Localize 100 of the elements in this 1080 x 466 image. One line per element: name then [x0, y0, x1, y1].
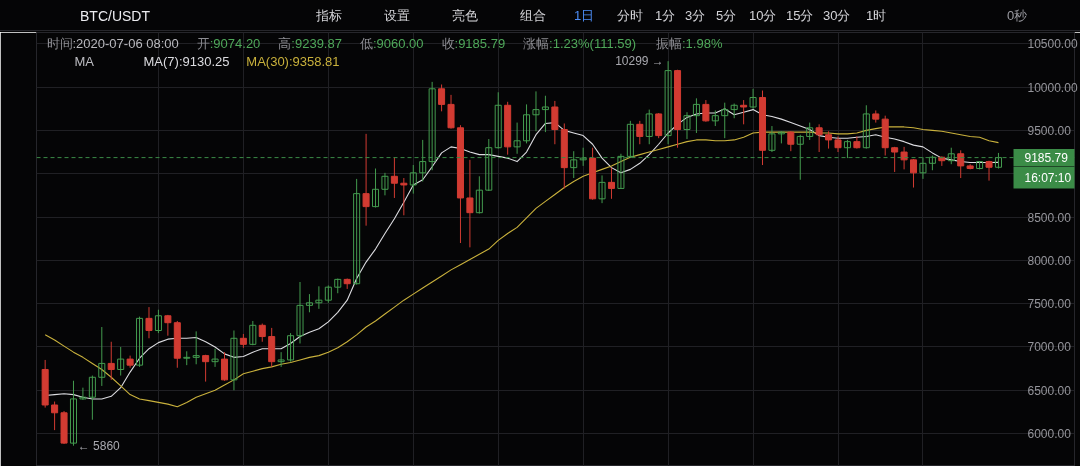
candlestick	[438, 83, 446, 112]
candlestick	[532, 90, 540, 132]
candlestick	[192, 330, 200, 365]
candlestick	[409, 164, 417, 195]
candlestick	[69, 380, 77, 447]
y-tick-label: 7500.00	[1027, 297, 1072, 312]
y-tick-label: 10500.00	[1027, 37, 1078, 52]
candlestick	[749, 88, 757, 110]
y-tick-label: 8500.00	[1027, 210, 1072, 225]
candlestick	[579, 147, 587, 167]
candlestick	[957, 149, 965, 179]
candlestick	[843, 139, 851, 159]
text: 1日	[574, 8, 595, 24]
candlestick	[900, 146, 908, 170]
candlestick	[494, 91, 502, 150]
candlestick	[485, 138, 493, 192]
text: MA(30):9358.81	[246, 54, 340, 69]
candlestick	[862, 104, 870, 150]
annotation: 10299 →	[615, 54, 664, 69]
candlestick	[419, 139, 427, 182]
candlestick	[277, 351, 285, 368]
candlestick	[664, 60, 672, 145]
candlestick	[220, 351, 229, 382]
annotation: MA	[74, 54, 95, 69]
candlestick	[296, 281, 304, 344]
chart-title: BTC/USDT	[80, 8, 150, 24]
candlestick	[702, 99, 710, 123]
candlestick	[513, 122, 521, 155]
candlestick	[655, 112, 663, 139]
y-tick-label: 6500.00	[1027, 383, 1072, 398]
candlestick	[626, 120, 634, 159]
candlestick	[249, 320, 257, 346]
candlestick	[287, 332, 295, 363]
annotation: ← 5860	[77, 438, 121, 453]
candlestick	[570, 150, 578, 179]
candlestick	[211, 348, 219, 368]
text: 9185.79	[1024, 151, 1069, 166]
candlestick	[475, 175, 483, 215]
candlestick	[400, 177, 408, 216]
candlestick	[768, 125, 776, 153]
candlestick	[315, 285, 323, 310]
candlestick	[815, 123, 823, 153]
candlestick	[305, 293, 313, 313]
y-tick-label: 7000.00	[1027, 340, 1072, 355]
text: 1分	[655, 8, 676, 24]
candlestick	[145, 306, 153, 339]
text: 0秒	[1007, 8, 1028, 24]
candlestick	[136, 316, 144, 368]
candlestick	[202, 354, 210, 383]
text: 1时	[866, 8, 887, 24]
candlestick	[636, 120, 644, 145]
candlestick	[88, 375, 96, 421]
candlestick	[372, 168, 380, 208]
candlestick	[381, 172, 389, 196]
candlestick	[353, 178, 361, 286]
candlestick	[107, 341, 115, 381]
text: 30分	[823, 8, 851, 24]
text: 16:07:10	[1024, 170, 1072, 185]
text: 设置	[384, 8, 410, 24]
candlestick	[541, 95, 549, 133]
candlestick	[258, 323, 266, 343]
candlestick	[683, 111, 691, 140]
candlestick	[617, 153, 625, 189]
candlestick	[324, 284, 332, 304]
y-tick-label: 10000.00	[1027, 80, 1078, 95]
candlestick	[645, 109, 653, 145]
candlestick	[390, 156, 398, 199]
candlestick	[853, 135, 861, 150]
candlestick	[721, 102, 729, 139]
candlestick	[230, 330, 238, 391]
candlestick	[51, 401, 59, 431]
candlestick	[919, 156, 927, 180]
text: 分时	[617, 8, 643, 24]
candlestick	[428, 81, 436, 171]
candlestick	[891, 146, 899, 173]
y-tick-label: 9500.00	[1027, 123, 1072, 138]
candlestick	[447, 94, 455, 130]
candlestick	[598, 174, 606, 204]
text: 组合	[520, 8, 546, 24]
candlestick	[154, 309, 162, 334]
candlestick	[787, 130, 795, 152]
text: 5分	[716, 8, 737, 24]
candlestick	[910, 158, 918, 189]
text: 时间:2020-07-06 08:00 开:9074.20 高:9239.87 低:9060.00 收:9185.79 涨幅:1.23%(111.59) 振幅:1.98%	[46, 36, 723, 51]
candlestick	[692, 97, 700, 134]
y-tick-label: 8000.00	[1027, 253, 1072, 268]
text: 15分	[786, 8, 814, 24]
candlestick	[362, 133, 370, 227]
text: 10分	[749, 8, 777, 24]
y-tick-label: 6000.00	[1027, 427, 1072, 442]
candlestick	[79, 387, 87, 401]
text: 亮色	[452, 8, 478, 24]
text: 3分	[685, 8, 706, 24]
candlestick	[98, 326, 106, 387]
candlestick	[466, 159, 474, 248]
candlestick	[796, 134, 804, 181]
text: 指标	[316, 8, 342, 24]
candlestick	[740, 99, 748, 125]
candlestick	[607, 167, 615, 200]
candlestick	[551, 100, 559, 145]
